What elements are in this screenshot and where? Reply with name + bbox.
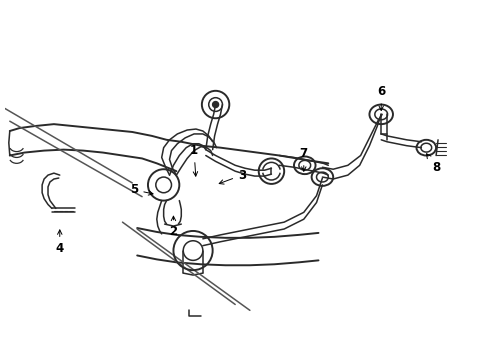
Circle shape	[212, 102, 218, 108]
Text: 8: 8	[426, 154, 439, 174]
Text: 5: 5	[130, 183, 153, 196]
Text: 4: 4	[56, 230, 64, 255]
Text: 7: 7	[299, 147, 307, 171]
Text: 3: 3	[219, 168, 245, 184]
Text: 1: 1	[189, 144, 198, 176]
Text: 2: 2	[169, 216, 177, 238]
Text: 6: 6	[376, 85, 385, 111]
